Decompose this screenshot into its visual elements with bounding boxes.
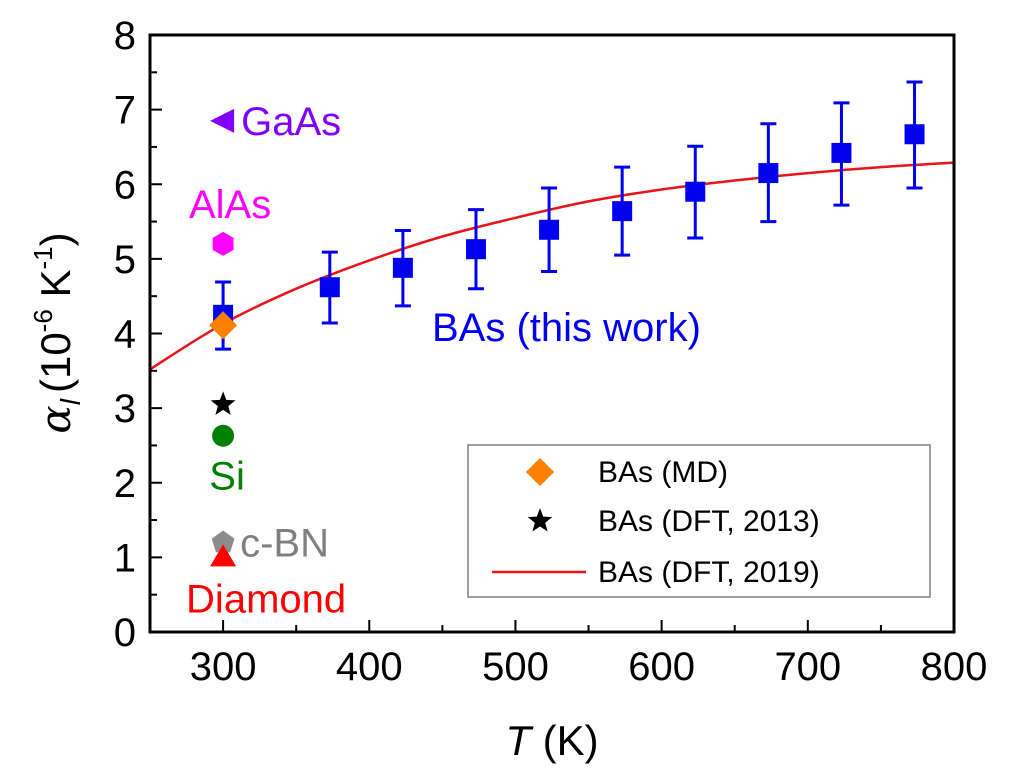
y-tick-label-5: 5 xyxy=(114,238,136,282)
marker-layer: GaAs AlAs Si c-BN Diamond xyxy=(186,100,925,621)
this-work-point-623 xyxy=(685,181,706,202)
annotation-bas-this-work: BAs (this work) xyxy=(432,306,701,350)
x-tick-label-800: 800 xyxy=(921,645,988,689)
legend-label-md: BAs (MD) xyxy=(598,456,728,489)
x-axis-title-symbol: T xyxy=(505,717,534,764)
y-tick-label-3: 3 xyxy=(114,387,136,431)
x-tick-label-300: 300 xyxy=(190,645,257,689)
y-tick-label-1: 1 xyxy=(114,536,136,580)
this-work-point-523 xyxy=(539,219,560,240)
y-axis-title: αl (10-6 K-1) xyxy=(28,232,86,433)
y-axis-title-exp2: -1 xyxy=(28,246,58,269)
y-tick-label-7: 7 xyxy=(114,89,136,133)
y-axis-title-open: (10 xyxy=(32,332,79,393)
alas-label: AlAs xyxy=(189,183,271,227)
si-label: Si xyxy=(209,455,245,499)
legend-label-dft-2019: BAs (DFT, 2019) xyxy=(598,556,820,589)
this-work-point-723 xyxy=(831,142,852,163)
dft-2019-curve-layer xyxy=(149,161,955,371)
this-work-point-373 xyxy=(319,277,340,298)
c-bn-point xyxy=(211,530,235,553)
y-tick-label-4: 4 xyxy=(114,313,136,357)
this-work-point-673 xyxy=(758,163,779,184)
x-axis-title: T (K) xyxy=(505,717,598,764)
y-axis-title-close: ) xyxy=(32,232,79,246)
diamond-point xyxy=(210,544,237,567)
gaas-label: GaAs xyxy=(241,100,341,144)
legend-label-dft-2013: BAs (DFT, 2013) xyxy=(598,505,820,538)
x-tick-label-600: 600 xyxy=(628,645,695,689)
x-tick-label-400: 400 xyxy=(336,645,403,689)
x-tick-label-500: 500 xyxy=(482,645,549,689)
c-bn-label: c-BN xyxy=(240,521,329,565)
this-work-point-573 xyxy=(612,201,633,222)
legend-marker-star xyxy=(527,508,553,532)
this-work-point-773 xyxy=(904,124,925,145)
y-tick-label-8: 8 xyxy=(114,14,136,58)
x-axis-title-unit: (K) xyxy=(531,717,599,764)
diamond-label: Diamond xyxy=(186,577,346,621)
y-axis-title-exp1: -6 xyxy=(28,309,58,332)
x-tick-label-700: 700 xyxy=(774,645,841,689)
gaas-point xyxy=(210,108,235,133)
alas-point xyxy=(212,231,234,256)
y-axis-title-symbol: α xyxy=(31,405,80,433)
this-work-point-423 xyxy=(392,257,413,278)
md-point xyxy=(209,311,238,340)
dft-2019-curve xyxy=(149,161,955,371)
y-tick-label-2: 2 xyxy=(114,462,136,506)
y-axis-title-unit: K xyxy=(32,270,79,310)
svg-text:αl(10-6 K-1): αl (10-6 K-1) xyxy=(28,232,86,433)
legend: BAs (MD) BAs (DFT, 2013) BAs (DFT, 2019) xyxy=(467,444,931,598)
this-work-point-473 xyxy=(465,239,486,260)
dft-2013-point xyxy=(210,391,236,415)
y-tick-label-0: 0 xyxy=(114,611,136,655)
tick-layer: 300 400 500 600 700 800 0 1 2 3 4 5 6 7 8 xyxy=(114,14,988,689)
y-axis-title-subscript: l xyxy=(55,398,86,405)
si-point xyxy=(212,424,235,447)
y-tick-label-6: 6 xyxy=(114,163,136,207)
legend-marker-diamond xyxy=(526,458,554,486)
